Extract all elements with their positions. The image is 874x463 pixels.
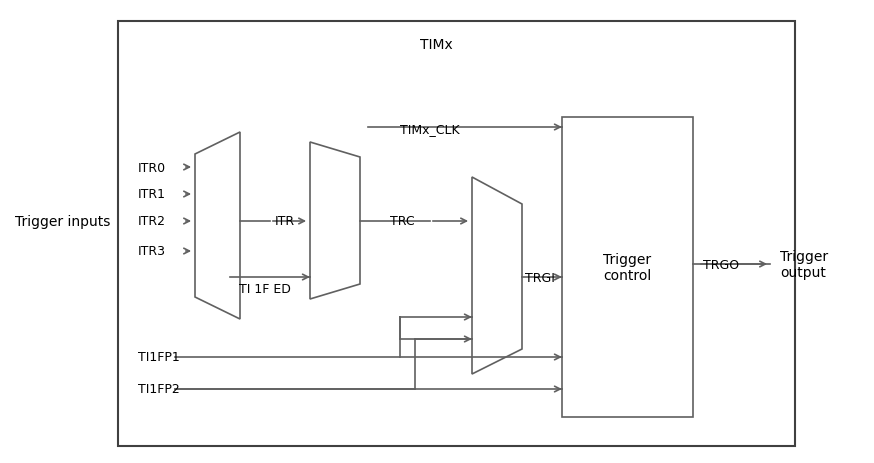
- Text: TI1FP2: TI1FP2: [138, 383, 180, 396]
- Polygon shape: [195, 133, 240, 319]
- Bar: [562, 118, 693, 417]
- Polygon shape: [310, 143, 360, 300]
- Text: ITR2: ITR2: [138, 215, 166, 228]
- Text: ITR0: ITR0: [138, 161, 166, 174]
- Text: Trigger
control: Trigger control: [603, 252, 652, 282]
- Text: TRC: TRC: [390, 214, 414, 227]
- Polygon shape: [472, 178, 522, 374]
- Text: Trigger inputs: Trigger inputs: [15, 214, 110, 229]
- Text: TRGI: TRGI: [525, 271, 555, 284]
- Text: Trigger
output: Trigger output: [780, 250, 829, 280]
- Text: TI 1F ED: TI 1F ED: [239, 282, 291, 295]
- Text: ITR3: ITR3: [138, 245, 166, 258]
- Text: ITR1: ITR1: [138, 188, 166, 201]
- Text: TIMx_CLK: TIMx_CLK: [400, 123, 460, 136]
- Text: TI1FP1: TI1FP1: [138, 351, 180, 364]
- Text: ITR: ITR: [275, 214, 295, 227]
- Text: TIMx: TIMx: [420, 38, 453, 52]
- Text: TRGO: TRGO: [703, 258, 739, 271]
- Bar: [118, 22, 795, 446]
